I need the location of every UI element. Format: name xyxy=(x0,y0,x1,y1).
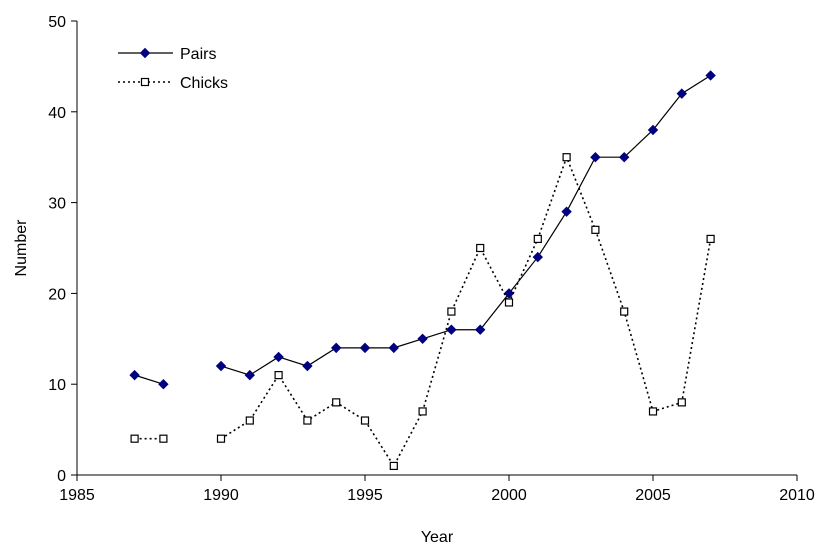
data-point xyxy=(474,324,486,335)
y-tick-label: 30 xyxy=(48,196,66,213)
data-point xyxy=(388,342,400,354)
data-point xyxy=(215,360,227,372)
data-point xyxy=(216,434,226,443)
x-axis-ticks: 1985 1990 1995 2000 2005 2010 xyxy=(59,475,815,504)
y-axis-title: Number xyxy=(13,219,30,277)
series-chicks xyxy=(130,153,715,471)
data-point xyxy=(130,434,139,443)
data-point xyxy=(677,398,686,407)
data-point xyxy=(504,298,514,307)
data-point xyxy=(533,234,542,244)
y-tick-label: 20 xyxy=(48,286,66,303)
legend-marker xyxy=(139,47,151,59)
y-tick-label: 0 xyxy=(57,468,66,485)
data-point xyxy=(647,124,659,136)
series-pairs xyxy=(129,70,716,390)
data-point xyxy=(417,333,428,345)
data-point xyxy=(561,206,572,217)
data-point xyxy=(274,371,283,380)
series-layer xyxy=(129,70,716,471)
data-point xyxy=(476,243,485,253)
data-point xyxy=(302,360,313,372)
series-line xyxy=(134,374,164,385)
legend-label: Pairs xyxy=(180,46,216,63)
data-point xyxy=(158,378,169,390)
data-point xyxy=(705,70,716,81)
data-point xyxy=(591,225,600,234)
legend-label: Chicks xyxy=(180,75,228,92)
x-tick-label: 2005 xyxy=(635,487,671,504)
data-point xyxy=(676,88,688,99)
x-tick-label: 1985 xyxy=(59,487,95,504)
data-point xyxy=(620,307,629,316)
y-tick-label: 40 xyxy=(48,105,66,122)
x-tick-label: 2000 xyxy=(491,487,527,504)
y-tick-label: 50 xyxy=(48,14,66,31)
data-point xyxy=(590,151,601,163)
data-point xyxy=(503,288,515,299)
data-point xyxy=(532,251,544,263)
data-point xyxy=(332,398,341,407)
data-point xyxy=(303,416,312,425)
legend-marker xyxy=(140,77,150,87)
x-tick-label: 1995 xyxy=(347,487,383,504)
x-tick-label: 2010 xyxy=(779,487,815,504)
y-tick-label: 10 xyxy=(48,377,66,394)
data-point xyxy=(562,153,571,162)
data-point xyxy=(273,351,284,363)
x-axis-title: Year xyxy=(421,529,454,546)
legend-item-chicks: Chicks xyxy=(118,75,228,92)
y-axis-ticks: 0 10 20 30 40 50 xyxy=(48,14,77,485)
series-line xyxy=(220,74,711,376)
data-point xyxy=(389,461,398,471)
chart-axes xyxy=(76,21,797,476)
data-point xyxy=(447,307,456,316)
legend: Pairs Chicks xyxy=(118,46,228,92)
data-point xyxy=(446,324,457,335)
data-point xyxy=(129,369,140,381)
data-point xyxy=(359,342,371,354)
x-tick-label: 1990 xyxy=(203,487,239,504)
data-point xyxy=(706,234,715,244)
data-point xyxy=(360,416,370,425)
data-point xyxy=(418,407,427,416)
legend-item-pairs: Pairs xyxy=(118,46,216,63)
data-point xyxy=(648,407,658,416)
data-point xyxy=(330,342,342,354)
series-line xyxy=(220,154,712,468)
data-point xyxy=(244,369,256,381)
data-point xyxy=(159,434,168,443)
data-point xyxy=(618,151,630,163)
data-point xyxy=(245,416,254,425)
